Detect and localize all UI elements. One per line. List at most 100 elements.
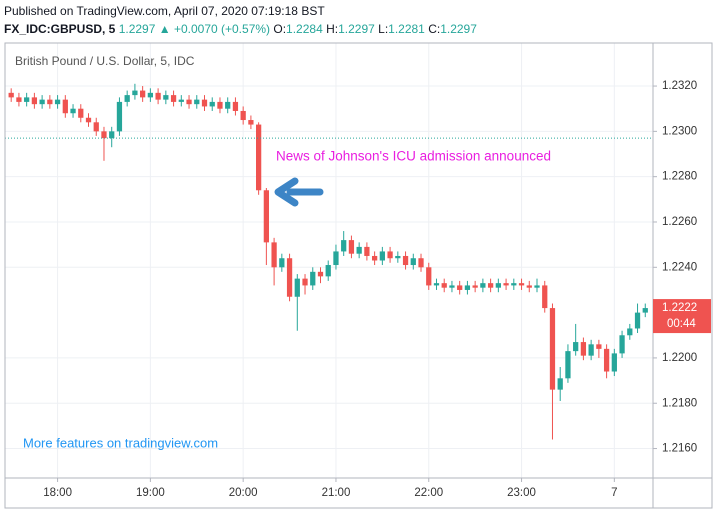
candle-body	[364, 246, 370, 256]
candle-body	[580, 342, 587, 356]
candle-body	[194, 99, 200, 105]
ohlc-value: 1.2281	[388, 22, 425, 36]
candle-body	[565, 351, 571, 379]
candle-body	[573, 342, 579, 352]
watermark: More features on tradingview.com	[23, 435, 218, 450]
x-tick-label: 22:00	[414, 487, 443, 499]
candle-body	[263, 190, 269, 243]
candle-body	[170, 95, 177, 102]
y-tick-label: 1.2320	[662, 80, 697, 92]
ohlc-label: H:	[326, 22, 338, 36]
candle-body	[310, 271, 316, 286]
candle-body	[39, 99, 45, 105]
candle-body	[549, 308, 556, 390]
candle-body	[140, 90, 146, 98]
x-tick-label: 18:00	[43, 487, 72, 499]
candle-body	[642, 308, 648, 313]
candle-body	[294, 278, 300, 297]
candle-body	[325, 265, 331, 277]
candle-body	[24, 97, 30, 102]
candle-body	[85, 117, 92, 123]
candle-body	[457, 285, 463, 290]
candle-body	[402, 255, 409, 266]
candle-body	[225, 101, 231, 109]
candle-body	[116, 101, 123, 132]
ohlc-label: L:	[378, 22, 388, 36]
candle-body	[619, 335, 625, 354]
candle-body	[93, 122, 99, 132]
candle-body	[209, 101, 215, 107]
candle-body	[132, 90, 138, 96]
candle-body	[31, 97, 38, 105]
candle-body	[317, 271, 324, 277]
candle-body	[526, 285, 532, 288]
ohlc-label: O:	[273, 22, 286, 36]
candle-body	[634, 312, 641, 329]
candle-body	[78, 108, 84, 118]
candle-body	[356, 246, 362, 254]
candle-body	[472, 285, 478, 288]
symbol: FX_IDC:GBPUSD, 5	[4, 22, 116, 36]
candle-body	[240, 110, 246, 121]
candle-body	[186, 99, 192, 105]
candle-body	[286, 258, 293, 297]
candle-body	[341, 240, 347, 252]
candle-body	[163, 95, 169, 100]
candle-body	[54, 99, 61, 105]
candle-body	[588, 344, 594, 356]
ohlc-label: C:	[428, 22, 440, 36]
candle-body	[109, 131, 115, 139]
candle-body	[147, 92, 154, 98]
ohlc-value: 1.2284	[286, 22, 323, 36]
candle-body	[101, 131, 107, 139]
candle-body	[8, 92, 14, 98]
y-tick-label: 1.2180	[662, 397, 697, 409]
x-tick-label: 23:00	[507, 487, 536, 499]
candle-body	[596, 344, 602, 349]
candle-body	[418, 258, 424, 268]
candle-body	[495, 283, 501, 288]
frame	[4, 42, 713, 509]
last-price-label: 1.2222	[662, 302, 697, 314]
candle-body	[433, 283, 440, 286]
ohlc-value: 1.2297	[440, 22, 477, 36]
y-tick-label: 1.2300	[662, 125, 697, 137]
candle-body	[47, 99, 53, 105]
candle-body	[557, 378, 563, 390]
candle-body	[155, 92, 161, 100]
candle-body	[518, 283, 525, 286]
candle-body	[387, 251, 393, 259]
candle-body	[603, 348, 610, 372]
candle-body	[480, 283, 486, 288]
candle-body	[487, 283, 494, 288]
change: ▲ +0.0070 (+0.57%)	[159, 22, 270, 36]
y-tick-label: 1.2160	[662, 443, 697, 455]
y-tick-label: 1.2200	[662, 352, 697, 364]
ohlc-value: 1.2297	[338, 22, 375, 36]
symbol-line: FX_IDC:GBPUSD, 5 1.2297 ▲ +0.0070 (+0.57…	[4, 22, 477, 36]
candle-body	[395, 255, 401, 259]
candle-body	[511, 283, 517, 286]
candle-body	[441, 283, 447, 288]
published-line: Published on TradingView.com, April 07, …	[4, 4, 325, 18]
candle-body	[16, 97, 22, 102]
candle-body	[534, 285, 540, 288]
candle-body	[201, 99, 208, 107]
candle-body	[611, 353, 617, 372]
y-tick-label: 1.2280	[662, 171, 697, 183]
candle-body	[124, 95, 130, 102]
candle-body	[426, 267, 432, 286]
y-tick-label: 1.2260	[662, 216, 697, 228]
candle-body	[627, 328, 633, 336]
arrow-head	[274, 177, 299, 207]
candle-body	[348, 240, 355, 254]
price: 1.2297	[119, 22, 156, 36]
x-tick-label: 7	[611, 487, 617, 499]
y-tick-label: 1.2240	[662, 261, 697, 273]
candle-body	[178, 99, 184, 102]
x-tick-label: 19:00	[136, 487, 165, 499]
annotation: News of Johnson's ICU admission announce…	[276, 149, 551, 164]
